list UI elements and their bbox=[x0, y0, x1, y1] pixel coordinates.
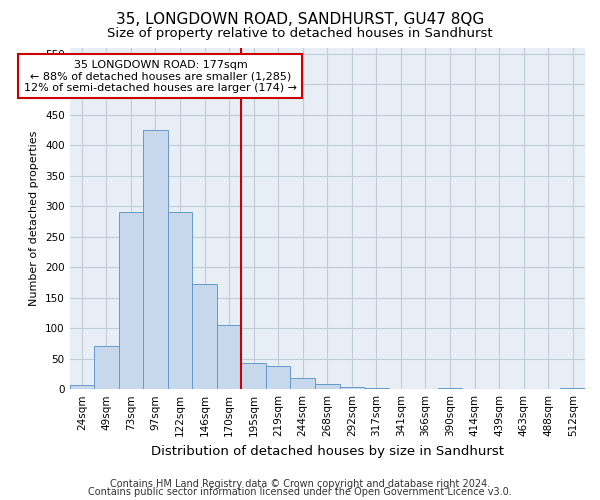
Text: Contains HM Land Registry data © Crown copyright and database right 2024.: Contains HM Land Registry data © Crown c… bbox=[110, 479, 490, 489]
Bar bbox=[290, 378, 315, 389]
Text: 35, LONGDOWN ROAD, SANDHURST, GU47 8QG: 35, LONGDOWN ROAD, SANDHURST, GU47 8QG bbox=[116, 12, 484, 28]
Bar bbox=[266, 366, 290, 389]
X-axis label: Distribution of detached houses by size in Sandhurst: Distribution of detached houses by size … bbox=[151, 444, 504, 458]
Bar bbox=[560, 388, 585, 389]
Bar bbox=[389, 388, 413, 389]
Bar bbox=[192, 284, 217, 389]
Bar bbox=[217, 325, 241, 389]
Bar bbox=[364, 388, 389, 389]
Bar bbox=[168, 212, 192, 389]
Bar bbox=[143, 130, 168, 389]
Bar bbox=[315, 384, 340, 389]
Bar bbox=[241, 363, 266, 389]
Text: Size of property relative to detached houses in Sandhurst: Size of property relative to detached ho… bbox=[107, 28, 493, 40]
Bar bbox=[70, 385, 94, 389]
Text: 35 LONGDOWN ROAD: 177sqm
← 88% of detached houses are smaller (1,285)
12% of sem: 35 LONGDOWN ROAD: 177sqm ← 88% of detach… bbox=[24, 60, 297, 93]
Bar bbox=[94, 346, 119, 389]
Y-axis label: Number of detached properties: Number of detached properties bbox=[29, 130, 40, 306]
Bar bbox=[340, 388, 364, 389]
Text: Contains public sector information licensed under the Open Government Licence v3: Contains public sector information licen… bbox=[88, 487, 512, 497]
Bar bbox=[438, 388, 462, 389]
Bar bbox=[119, 212, 143, 389]
